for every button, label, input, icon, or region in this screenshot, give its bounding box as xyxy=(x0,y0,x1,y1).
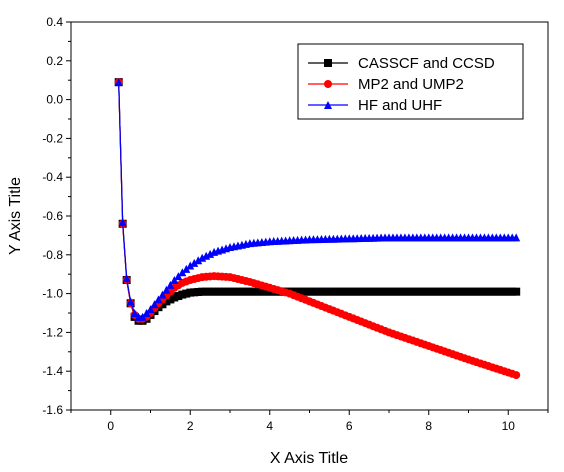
legend-label: HF and UHF xyxy=(358,97,442,114)
data-point xyxy=(512,371,521,380)
legend-label: CASSCF and CCSD xyxy=(358,55,495,72)
legend-label: MP2 and UMP2 xyxy=(358,76,464,93)
data-point xyxy=(130,309,139,317)
y-tick-label: 0.2 xyxy=(46,54,63,68)
axes: 0 2 4 6 8 10 0.4 0.2 0.0 -0.2 -0.4 -0.6 -0.8 -1.0 -1.2… xyxy=(42,15,549,433)
y-tick-label: -1.2 xyxy=(42,325,63,339)
data-point xyxy=(114,78,123,87)
series-triangle xyxy=(114,78,521,321)
data-point xyxy=(154,295,163,304)
x-tick-label: 4 xyxy=(266,419,273,433)
data-point xyxy=(174,272,183,281)
y-tick-label: -1.6 xyxy=(42,403,63,417)
y-tick-label: 0.0 xyxy=(46,93,63,107)
data-point xyxy=(142,309,151,317)
x-tick-label: 10 xyxy=(502,419,516,433)
y-tick-label: -1.4 xyxy=(42,364,63,378)
data-point xyxy=(146,305,155,314)
data-point xyxy=(512,233,521,242)
y-tick-label: 0.4 xyxy=(46,15,63,29)
x-tick-label: 6 xyxy=(346,419,353,433)
data-point xyxy=(158,290,167,299)
data-point xyxy=(138,312,147,321)
legend-box xyxy=(297,43,524,120)
x-tick-label: 2 xyxy=(187,419,194,433)
series-group xyxy=(114,78,521,380)
y-tick-label: -0.8 xyxy=(42,248,63,262)
y-tick-label: -1.0 xyxy=(42,287,63,301)
data-point xyxy=(178,268,187,277)
data-point xyxy=(170,276,179,285)
legend-marker xyxy=(324,80,332,88)
data-point xyxy=(162,285,171,294)
y-tick-label: -0.6 xyxy=(42,209,63,223)
data-point xyxy=(118,217,127,226)
data-point xyxy=(186,261,195,270)
x-tick-label: 8 xyxy=(425,419,432,433)
legend: CASSCF and CCSD MP2 and UMP2 HF and UHF xyxy=(297,43,524,120)
y-axis-title: Y Axis Title xyxy=(7,177,24,255)
data-point xyxy=(122,274,131,283)
data-point xyxy=(512,287,521,296)
data-point xyxy=(194,256,203,265)
y-tick-label: -0.2 xyxy=(42,131,63,145)
y-tick-label: -0.4 xyxy=(42,170,63,184)
legend-marker xyxy=(324,59,332,67)
x-axis-title: X Axis Title xyxy=(270,450,348,467)
data-point xyxy=(190,258,199,267)
x-tick-label: 0 xyxy=(107,419,114,433)
data-point xyxy=(182,264,191,273)
legend-marker xyxy=(324,101,332,109)
data-point xyxy=(166,280,175,289)
data-point xyxy=(150,300,159,309)
data-point xyxy=(126,297,135,306)
